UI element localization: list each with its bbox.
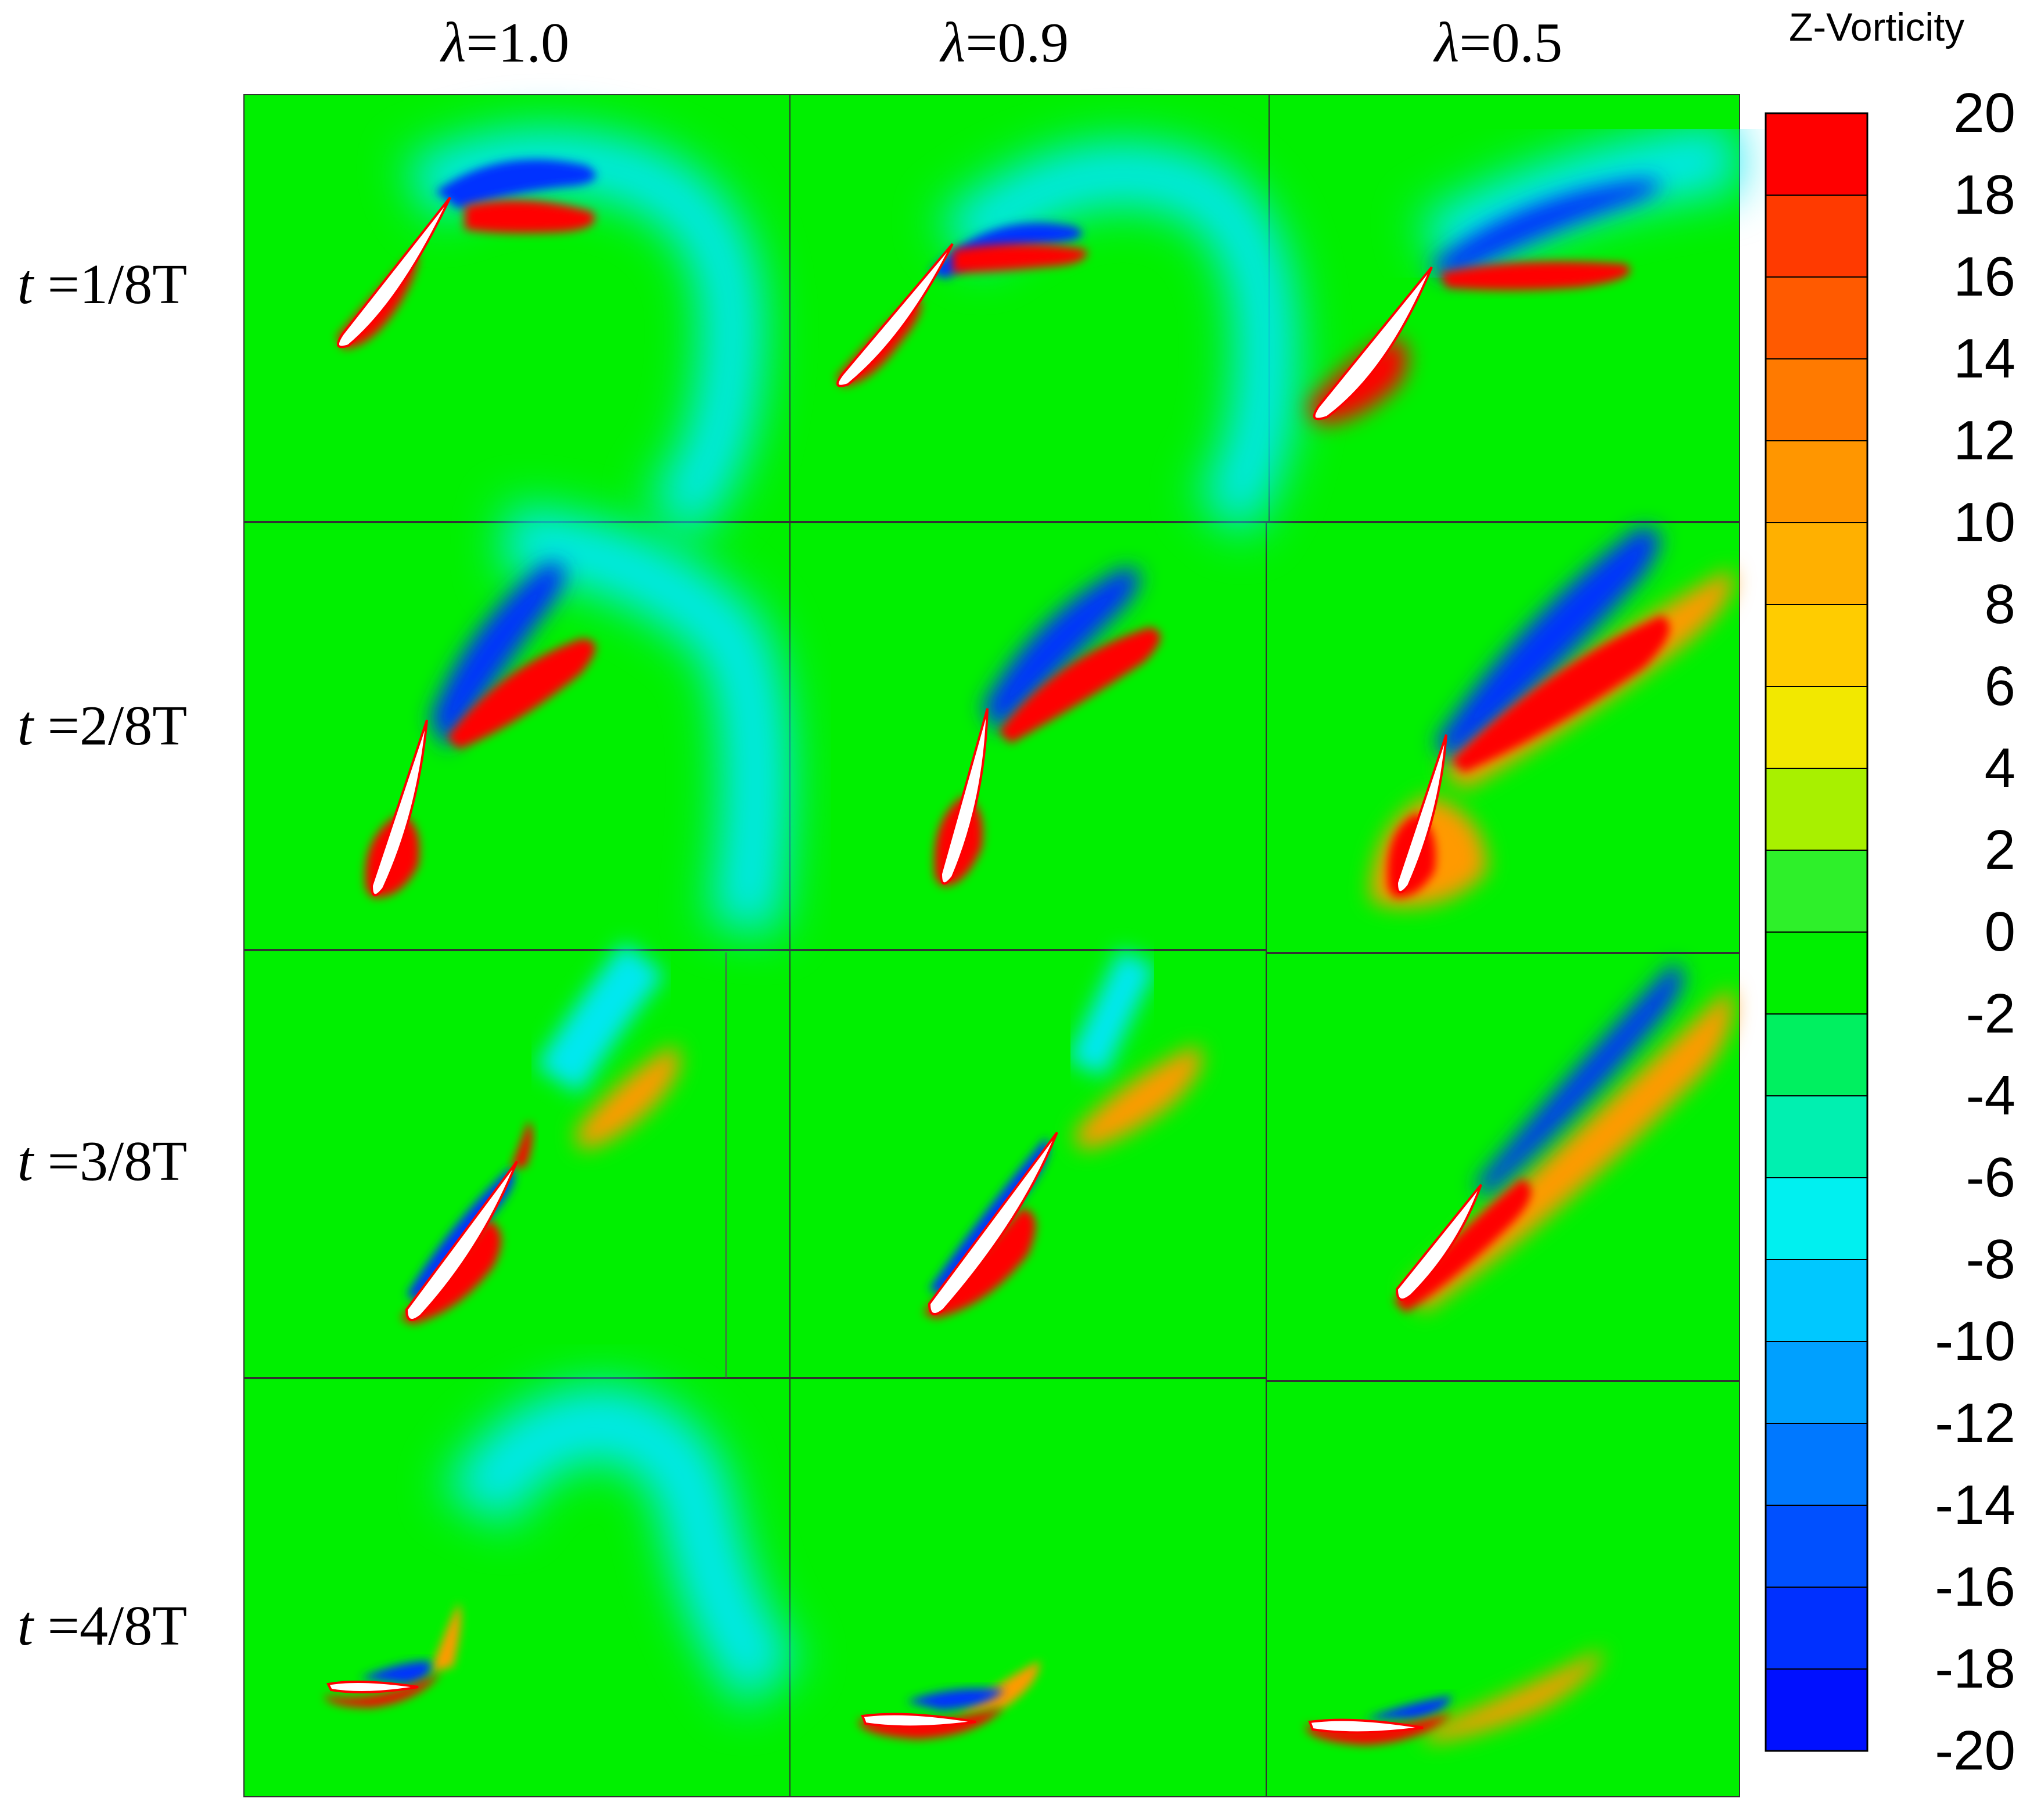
colorbar-tick-label: 6 [1984,655,2015,717]
colorbar-segment [1766,1423,1867,1506]
airfoil-r3-c2 [928,1131,1058,1315]
airfoil-r4-c1 [326,1681,419,1693]
colorbar-tick-label: 12 [1953,409,2015,472]
colorbar-segment [1766,768,1867,851]
column-header-lambda-1.0: λ=1.0 [441,12,570,74]
colorbar-segment [1766,1669,1867,1751]
colorbar-tick-label: 4 [1984,737,2015,799]
colorbar-tick-label: 20 [1953,82,2015,144]
colorbar-tick-label: -6 [1965,1146,2015,1208]
colorbar-tick-label: -18 [1935,1638,2015,1700]
panel-grid [243,94,1740,1797]
airfoil-r1-c2 [836,243,954,387]
row-header-t4: t =4/8T [17,1595,188,1657]
colorbar-tick-label: 8 [1984,573,2015,635]
colorbar-segment [1766,1341,1867,1424]
colorbar-segment [1766,277,1867,359]
flow-r1-c2 [836,142,1299,538]
flow-r4-c1 [325,1384,802,1710]
colorbar-tick-label: -4 [1965,1064,2015,1127]
colorbar-tick-label: 2 [1984,819,2015,881]
colorbar-segment [1766,195,1867,278]
colorbar-segment [1766,1505,1867,1588]
colorbar-segment [1766,932,1867,1015]
colorbar-tick-label: 10 [1953,491,2015,553]
flow-r2-c3 [1371,528,1733,907]
colorbar-segment [1766,1260,1867,1342]
flow-r1-c3 [1307,122,1741,424]
colorbar-segment [1766,359,1867,441]
flow-r1-c1 [337,128,764,542]
flow-r3-c1 [401,941,680,1324]
airfoil-r4-c2 [861,1713,976,1728]
colorbar-tick-label: 0 [1984,901,2015,963]
colorbar-segment [1766,441,1867,523]
airfoil-r2-c2 [939,708,989,885]
colorbar-tick-label: -8 [1965,1228,2015,1290]
flow-r3-c3 [1394,964,1733,1312]
column-header-lambda-0.5: λ=0.5 [1434,12,1563,74]
panel-r4-c2 [789,1378,1267,1797]
colorbar-segment [1766,113,1867,196]
airfoil-r4-c3 [1308,1718,1424,1734]
colorbar-frame [1765,112,1869,1752]
airfoil-r2-c1 [370,720,428,897]
flow-r3-c2 [924,949,1202,1318]
panel-r2-c2 [789,522,1267,950]
column-header-lambda-0.9: λ=0.9 [940,12,1069,74]
airfoil-r1-c1 [337,196,451,348]
colorbar-tick-label: -20 [1935,1720,2015,1782]
airfoil-r2-c3 [1395,734,1447,894]
colorbar [1765,112,1869,1752]
colorbar-title: Z-Vorticity [1789,5,1965,49]
colorbar-tick-label: -14 [1935,1474,2015,1536]
colorbar-segment [1766,1587,1867,1670]
colorbar-tick-label: 16 [1953,246,2015,308]
flow-r2-c1 [365,505,790,934]
colorbar-tick-label: 14 [1953,328,2015,390]
flow-r4-c3 [1307,1649,1603,1745]
colorbar-tick-label: -10 [1935,1310,2015,1372]
row-header-t3: t =3/8T [17,1130,188,1193]
colorbar-tick-label: -2 [1965,983,2015,1045]
colorbar-segment [1766,605,1867,687]
airfoil-r1-c3 [1313,266,1433,420]
colorbar-tick-label: -12 [1935,1392,2015,1454]
colorbar-segment [1766,1178,1867,1260]
airfoil-r3-c3 [1395,1184,1482,1301]
colorbar-segment [1766,1014,1867,1096]
row-header-t1: t =1/8T [17,253,188,316]
colorbar-segment [1766,1096,1867,1178]
colorbar-segment [1766,523,1867,605]
flow-r2-c2 [934,568,1160,886]
flow-r4-c2 [860,1661,1040,1739]
colorbar-segment [1766,850,1867,933]
row-header-t2: t =2/8T [17,695,188,757]
colorbar-segment [1766,686,1867,769]
colorbar-tick-label: -16 [1935,1556,2015,1618]
colorbar-tick-label: 18 [1953,164,2015,226]
airfoil-r3-c1 [405,1160,518,1321]
